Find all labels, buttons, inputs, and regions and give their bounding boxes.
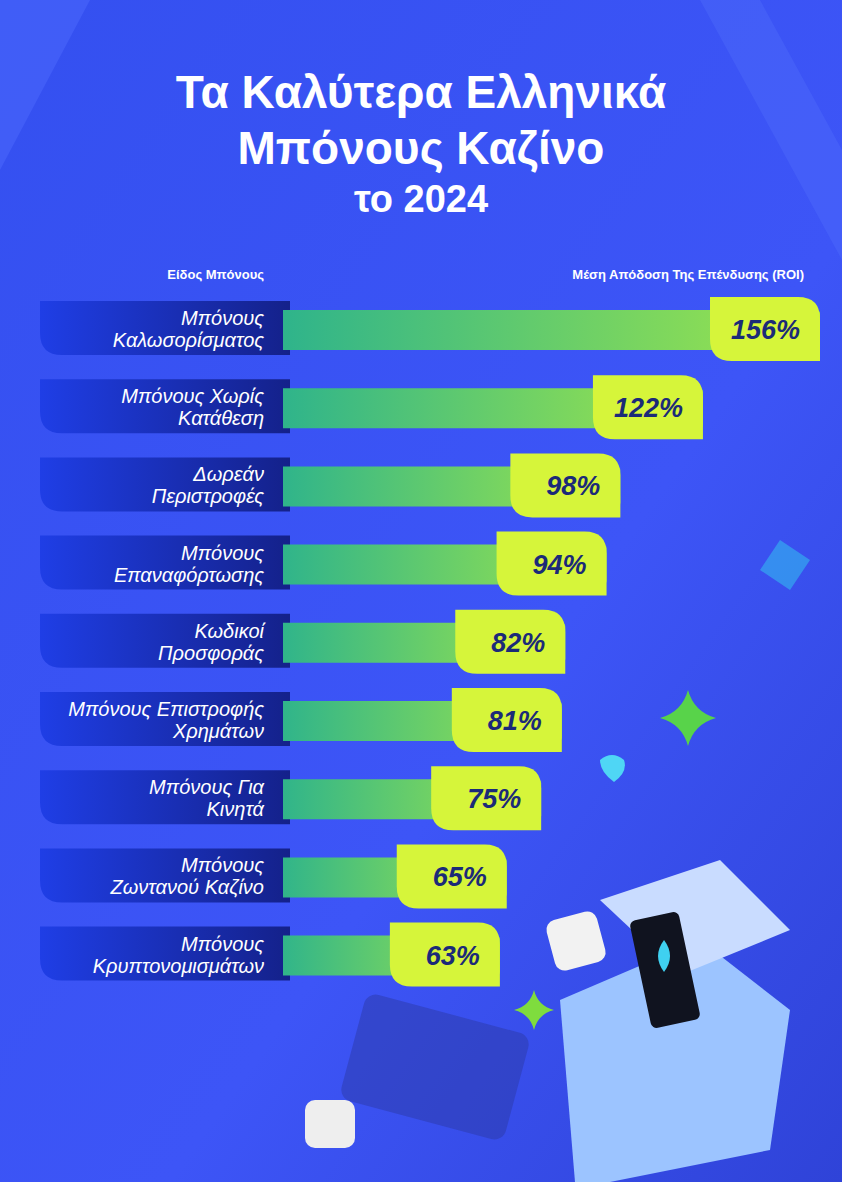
bar: [283, 310, 820, 350]
title: Τα Καλύτερα ΕλληνικάΜπόνους Καζίνο: [176, 66, 666, 174]
category-box: [40, 379, 290, 433]
data-label: 98%: [546, 471, 600, 501]
data-label: 156%: [731, 315, 800, 345]
data-label: 122%: [614, 393, 683, 423]
bar: [283, 857, 507, 897]
decor-gift-lid: [600, 860, 790, 975]
decor-die: [305, 1100, 355, 1148]
data-label: 81%: [488, 706, 542, 736]
decor-stripe: [700, 0, 842, 260]
decorations: [305, 540, 810, 1182]
bar: [283, 779, 541, 819]
background: [0, 0, 842, 1182]
category-box: [40, 614, 290, 668]
label-badge: [390, 923, 500, 987]
data-label: 82%: [491, 628, 545, 658]
data-label: 94%: [533, 550, 587, 580]
bar: [283, 545, 607, 585]
decor-stripe: [0, 0, 90, 170]
category-box: [40, 770, 290, 824]
label-badge: [497, 532, 607, 596]
category-label: ΔωρεάνΠεριστροφές: [152, 463, 265, 507]
label-badge: [452, 688, 562, 752]
label-badge: [710, 297, 820, 361]
decor-diamond: [514, 990, 554, 1030]
label-badge: [455, 610, 565, 674]
bar: [283, 701, 562, 741]
category-box: [40, 457, 290, 511]
decor-shape: [760, 540, 810, 590]
decor-spade: [658, 940, 670, 972]
data-label: 75%: [467, 784, 521, 814]
bar: [283, 623, 565, 663]
decor-heart: [600, 755, 625, 782]
category-label: ΜπόνουςΚρυπτονομισμάτων: [93, 933, 265, 977]
category-label: ΜπόνουςΖωντανού Καζίνο: [110, 854, 265, 898]
label-badge: [593, 375, 703, 439]
data-labels: 156% 122% 98% 94% 82% 81% 75% 65% 63%: [390, 297, 820, 987]
category-box: [40, 692, 290, 746]
bar: [283, 388, 703, 428]
decor-card: [629, 911, 701, 1029]
decor-card-blur: [339, 992, 532, 1142]
category-label: Μπόνους ΓιαΚινητά: [149, 776, 264, 820]
category-label: ΚωδικοίΠροσφοράς: [158, 620, 266, 664]
category-box: [40, 301, 290, 355]
label-badge: [397, 844, 507, 908]
category-header: Είδος Μπόνους: [167, 267, 264, 282]
category-box: [40, 848, 290, 902]
subtitle: το 2024: [354, 178, 488, 220]
category-label: Μπόνους ΧωρίςΚατάθεση: [121, 385, 264, 429]
category-box: [40, 927, 290, 981]
data-label: 63%: [426, 941, 480, 971]
decor-die: [544, 909, 608, 973]
bars: [283, 310, 820, 976]
data-label: 65%: [433, 862, 487, 892]
category-label: ΜπόνουςΚαλωσορίσματος: [113, 307, 264, 351]
value-header: Μέση Απόδοση Της Επένδυσης (ROI): [572, 267, 804, 282]
decor-diamond: [660, 690, 716, 746]
bar: [283, 466, 620, 506]
category-label: Μπόνους ΕπιστροφήςΧρημάτων: [68, 698, 264, 742]
category-labels: ΜπόνουςΚαλωσορίσματος Μπόνους ΧωρίςΚατάθε…: [40, 301, 290, 981]
category-label: ΜπόνουςΕπαναφόρτωσης: [114, 542, 264, 586]
category-box: [40, 536, 290, 590]
chart: Τα Καλύτερα ΕλληνικάΜπόνους Καζίνοτο 202…: [0, 0, 842, 1182]
label-badge: [510, 453, 620, 517]
label-badge: [431, 766, 541, 830]
